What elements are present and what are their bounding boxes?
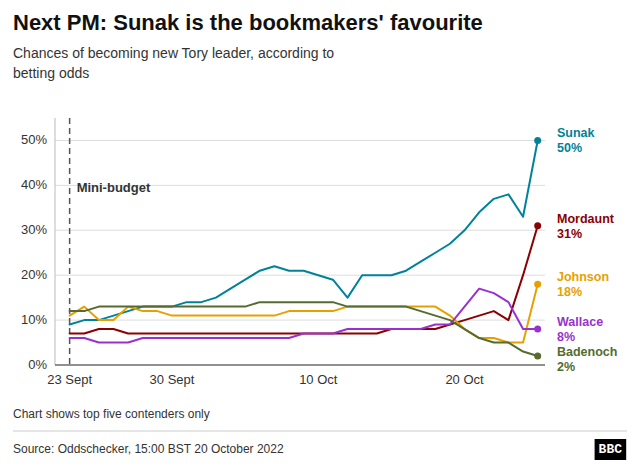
grid bbox=[55, 140, 545, 365]
end-label-value: 8% bbox=[557, 330, 575, 344]
end-label-name: Wallace bbox=[557, 315, 603, 329]
x-tick-label: 23 Sept bbox=[47, 372, 92, 387]
end-label-name: Johnson bbox=[557, 270, 609, 284]
x-tick-label: 30 Sept bbox=[150, 372, 195, 387]
end-label: Johnson18% bbox=[557, 270, 609, 299]
end-dot bbox=[534, 281, 541, 288]
y-tick-label: 20% bbox=[21, 267, 47, 282]
end-label-value: 18% bbox=[557, 285, 582, 299]
x-axis-line bbox=[55, 364, 545, 365]
end-label-name: Mordaunt bbox=[557, 212, 615, 226]
footnote: Chart shows top five contenders only bbox=[13, 407, 210, 421]
logo-box bbox=[595, 439, 627, 460]
end-label-name: Sunak bbox=[557, 126, 595, 140]
end-dot bbox=[534, 137, 541, 144]
y-tick-label: 40% bbox=[21, 177, 47, 192]
y-tick-label: 50% bbox=[21, 132, 47, 147]
y-tick-label: 10% bbox=[21, 312, 47, 327]
grid-line bbox=[55, 140, 545, 141]
end-dots bbox=[534, 137, 541, 360]
end-label-value: 2% bbox=[557, 360, 575, 374]
subtitle-line: Chances of becoming new Tory leader, acc… bbox=[13, 45, 334, 61]
end-label-value: 50% bbox=[557, 141, 582, 155]
separator bbox=[13, 431, 627, 432]
grid-line bbox=[55, 275, 545, 276]
annotation-line bbox=[69, 118, 71, 365]
series-line bbox=[70, 284, 538, 342]
end-label: Sunak50% bbox=[557, 126, 595, 155]
end-dot bbox=[534, 326, 541, 333]
end-label-value: 31% bbox=[557, 227, 582, 241]
series-line bbox=[70, 289, 538, 343]
series-line bbox=[70, 302, 538, 356]
chart: Next PM: Sunak is the bookmakers' favour… bbox=[0, 0, 640, 470]
logo-text: BBC bbox=[599, 442, 623, 457]
x-tick-label: 10 Oct bbox=[299, 372, 338, 387]
end-label: Mordaunt31% bbox=[557, 212, 615, 241]
end-label: Wallace8% bbox=[557, 315, 603, 344]
title: Next PM: Sunak is the bookmakers' favour… bbox=[13, 10, 483, 35]
subtitle-line: betting odds bbox=[13, 65, 89, 81]
x-tick-label: 20 Oct bbox=[445, 372, 484, 387]
grid-line bbox=[55, 320, 545, 321]
end-dot bbox=[534, 222, 541, 229]
subtitle: Chances of becoming new Tory leader, acc… bbox=[13, 45, 334, 81]
y-axis-line bbox=[55, 118, 56, 365]
end-dot bbox=[534, 353, 541, 360]
grid-line bbox=[55, 365, 545, 366]
logo: BBC bbox=[595, 439, 627, 460]
y-tick-label: 0% bbox=[28, 357, 47, 372]
end-label: Badenoch2% bbox=[557, 345, 617, 374]
source: Source: Oddschecker, 15:00 BST 20 Octobe… bbox=[13, 442, 284, 456]
series-line bbox=[70, 226, 538, 334]
end-label-name: Badenoch bbox=[557, 345, 617, 359]
y-tick-label: 30% bbox=[21, 222, 47, 237]
series-line bbox=[70, 140, 538, 324]
lines bbox=[70, 140, 538, 356]
grid-line bbox=[55, 230, 545, 231]
annotation-label: Mini-budget bbox=[77, 180, 151, 195]
